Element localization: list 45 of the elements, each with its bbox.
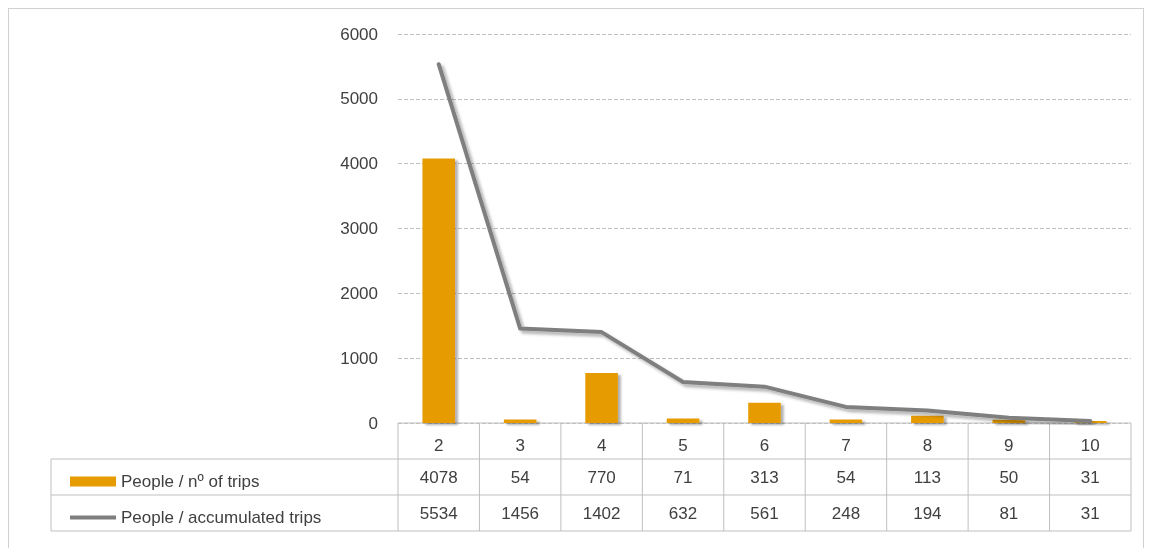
line-series xyxy=(436,62,1093,423)
x-tick-label: 2 xyxy=(433,436,444,455)
legend-label: People / nº of trips xyxy=(121,472,260,491)
bar xyxy=(829,419,863,423)
y-tick-label: 2000 xyxy=(340,283,378,303)
x-tick-label: 6 xyxy=(759,436,770,455)
x-tick-label: 10 xyxy=(1080,436,1100,455)
bar xyxy=(422,158,456,423)
y-tick-label: 0 xyxy=(368,413,378,433)
bar xyxy=(585,373,618,423)
data-label: 113 xyxy=(913,467,941,487)
data-label: 5534 xyxy=(419,503,458,523)
data-label: 561 xyxy=(750,503,779,523)
data-label: 770 xyxy=(587,467,616,487)
bar xyxy=(503,419,537,423)
y-tick-label: 4000 xyxy=(340,154,378,174)
x-tick-label: 9 xyxy=(1004,436,1014,455)
bar xyxy=(911,415,944,423)
data-label: 1402 xyxy=(582,503,621,523)
legend-label: People / accumulated trips xyxy=(121,508,322,527)
data-label: 194 xyxy=(913,503,942,523)
data-label: 54 xyxy=(510,467,530,487)
y-tick-label: 1000 xyxy=(340,348,378,368)
y-tick-label: 6000 xyxy=(340,24,378,44)
data-label: 54 xyxy=(836,467,856,487)
data-label: 1456 xyxy=(501,503,540,523)
data-label: 313 xyxy=(750,467,779,487)
data-label: 31 xyxy=(1080,467,1100,487)
x-tick-label: 8 xyxy=(922,436,933,455)
data-label: 71 xyxy=(673,467,693,487)
y-tick-label: 5000 xyxy=(340,89,378,109)
data-label: 50 xyxy=(999,467,1019,487)
x-tick-label: 5 xyxy=(678,436,688,455)
data-label: 81 xyxy=(999,503,1019,523)
y-tick-label: 3000 xyxy=(340,219,378,238)
data-label: 31 xyxy=(1080,503,1100,523)
bar xyxy=(666,418,700,423)
x-tick-label: 7 xyxy=(841,436,851,455)
x-tick-label: 4 xyxy=(596,436,607,455)
x-tick-label: 3 xyxy=(515,436,525,455)
data-label: 248 xyxy=(831,503,861,523)
bar xyxy=(748,402,781,423)
data-label: 632 xyxy=(668,503,698,523)
data-label: 4078 xyxy=(419,467,458,487)
bar xyxy=(992,419,1026,423)
